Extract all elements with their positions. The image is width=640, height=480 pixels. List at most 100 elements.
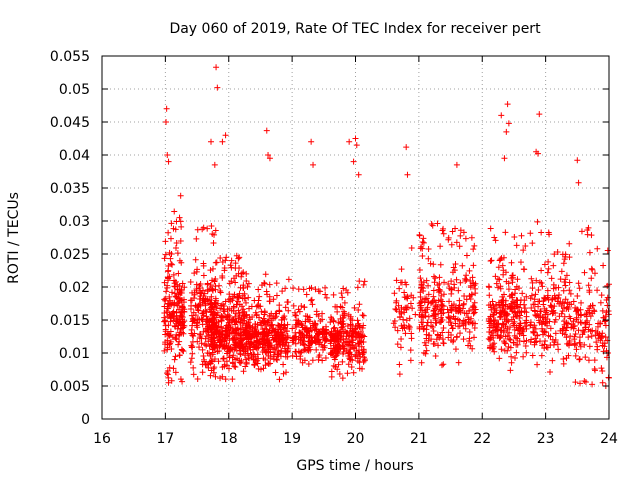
data-point — [360, 312, 367, 319]
data-point — [560, 355, 567, 362]
data-point — [245, 354, 252, 361]
data-point — [544, 344, 551, 351]
data-point — [448, 337, 455, 344]
data-point — [210, 324, 217, 331]
data-point — [278, 321, 285, 328]
data-point — [166, 311, 173, 318]
data-point — [507, 337, 514, 344]
data-point — [486, 284, 493, 291]
data-point — [344, 370, 351, 377]
data-point — [231, 275, 238, 282]
data-point — [427, 300, 434, 307]
data-point — [538, 267, 545, 274]
data-point — [258, 308, 265, 315]
data-point — [544, 287, 551, 294]
data-point — [568, 301, 575, 308]
data-point — [200, 352, 207, 359]
data-point — [172, 226, 179, 233]
data-point — [468, 234, 475, 241]
data-point — [560, 318, 567, 325]
data-point — [293, 333, 300, 340]
data-point — [285, 307, 292, 314]
x-tick-label: 16 — [93, 431, 111, 447]
data-point — [220, 355, 227, 362]
data-point — [533, 312, 540, 319]
data-point — [313, 308, 320, 315]
data-point — [276, 307, 283, 314]
data-point — [448, 322, 455, 329]
data-point — [419, 253, 426, 260]
data-point — [196, 316, 203, 323]
data-point — [319, 310, 326, 317]
data-point — [274, 322, 281, 329]
y-tick-label: 0.045 — [50, 115, 90, 131]
data-point — [200, 262, 207, 269]
data-point — [550, 307, 557, 314]
data-point — [339, 326, 346, 333]
data-point — [566, 287, 573, 294]
data-point — [204, 225, 211, 232]
data-point — [346, 350, 353, 357]
data-point — [228, 257, 235, 264]
data-point — [401, 322, 408, 329]
data-point — [162, 317, 169, 324]
data-point — [203, 318, 210, 325]
data-point — [226, 337, 233, 344]
data-point — [438, 292, 445, 299]
y-tick-label: 0.015 — [50, 313, 90, 329]
data-point — [322, 355, 329, 362]
data-point — [437, 243, 444, 250]
data-point — [204, 286, 211, 293]
data-point — [195, 302, 202, 309]
data-point — [393, 297, 400, 304]
data-point — [396, 285, 403, 292]
data-point — [544, 316, 551, 323]
data-point — [306, 332, 313, 339]
data-point — [237, 338, 244, 345]
data-point — [280, 370, 287, 377]
data-point — [432, 275, 439, 282]
data-point — [530, 324, 537, 331]
data-point — [258, 282, 265, 289]
data-point — [555, 292, 562, 299]
data-point — [545, 258, 552, 265]
data-point — [405, 322, 412, 329]
data-point — [167, 328, 174, 335]
data-point — [166, 293, 173, 300]
data-point — [296, 329, 303, 336]
data-point — [213, 312, 220, 319]
data-point — [280, 333, 287, 340]
data-point — [439, 336, 446, 343]
data-point — [406, 324, 413, 331]
data-point — [233, 318, 240, 325]
data-point — [272, 369, 279, 376]
data-point — [276, 376, 283, 383]
data-point — [262, 356, 269, 363]
data-point — [348, 351, 355, 358]
data-point — [162, 238, 169, 245]
data-point — [598, 292, 605, 299]
data-point — [237, 351, 244, 358]
data-point — [520, 353, 527, 360]
data-point — [348, 332, 355, 339]
data-point — [567, 290, 574, 297]
data-point — [520, 247, 527, 254]
data-point — [261, 325, 268, 332]
data-point — [246, 344, 253, 351]
data-point — [507, 367, 514, 374]
data-point — [173, 218, 180, 225]
data-point — [452, 225, 459, 232]
data-point — [393, 277, 400, 284]
data-point — [181, 284, 188, 291]
data-point — [529, 352, 536, 359]
data-point — [245, 280, 252, 287]
data-point — [345, 338, 352, 345]
data-point — [228, 264, 235, 271]
data-point — [536, 338, 543, 345]
data-point — [498, 327, 505, 334]
data-point — [255, 365, 262, 372]
data-point — [171, 302, 178, 309]
data-point — [433, 336, 440, 343]
data-point — [347, 313, 354, 320]
